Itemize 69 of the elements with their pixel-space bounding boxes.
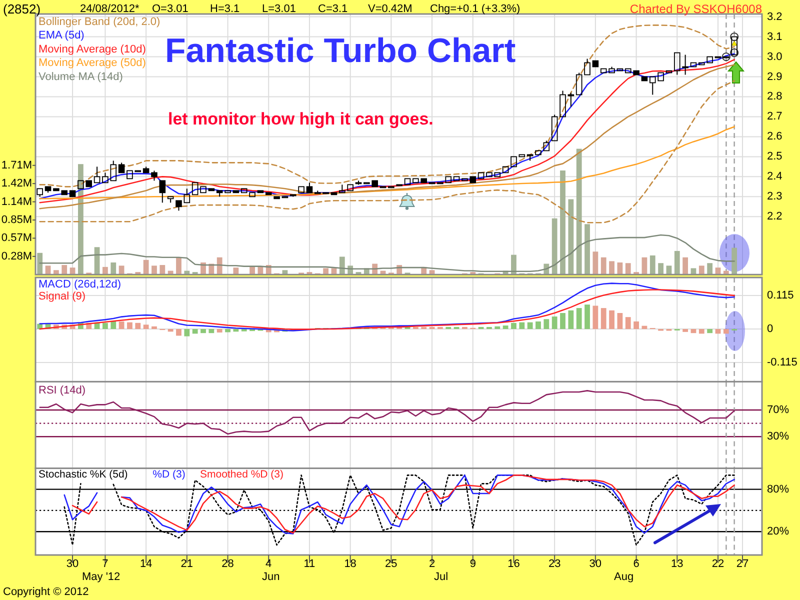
x-tick-label: 6 — [633, 558, 640, 570]
text: May '12 — [82, 571, 120, 583]
x-tick-label: 25 — [385, 558, 398, 570]
x-tick-label: 30 — [589, 558, 602, 570]
annotation: L=3.01 — [262, 3, 296, 15]
y-tick-label: 30% — [767, 430, 790, 443]
y-tick-label: 3.0 — [767, 50, 782, 63]
text: %D (3) — [152, 468, 186, 481]
y-tick-label: 3.2 — [767, 10, 782, 23]
text: Copyright © 2012 — [3, 586, 89, 598]
annotation: 24/08/2012* — [80, 3, 140, 15]
x-tick-label: 30 — [66, 558, 79, 570]
x-tick-label: 9 — [470, 558, 476, 570]
y-tick-label: 2.3 — [767, 190, 782, 203]
y-tick-label: 2.2 — [767, 210, 782, 223]
x-tick-label: 28 — [222, 558, 234, 570]
text: Jul — [434, 571, 448, 583]
x-tick-label: 7 — [102, 558, 108, 570]
x-tick-label: 16 — [508, 558, 520, 570]
y-tick-label: 2.6 — [767, 130, 782, 143]
y-tick-label: 80% — [767, 483, 790, 496]
text: MACD (26d,12d) — [38, 278, 122, 290]
annotation: V=0.42M — [368, 3, 412, 15]
x-tick-label: 14 — [140, 558, 152, 570]
text: Bollinger Band (20d, 2.0) — [38, 16, 160, 28]
x-tick-label: 4 — [266, 558, 272, 570]
x-tick-label: 11 — [304, 558, 316, 570]
y-tick-label: 2.8 — [767, 90, 782, 103]
x-tick-label: 23 — [548, 558, 561, 570]
annotation: C=3.1 — [318, 3, 348, 15]
y-tick-label: 2.5 — [767, 150, 782, 163]
y2-tick-label: 1.42M — [1, 178, 32, 190]
y-tick-label: 70% — [767, 404, 790, 416]
text: Aug — [614, 571, 634, 583]
y-tick-label: 0 — [767, 323, 774, 336]
text: EMA (5d) — [38, 30, 84, 42]
text: Moving Average (50d) — [38, 57, 146, 70]
series-label: RSI (14d) — [38, 384, 86, 397]
y-tick-label: 3.1 — [767, 30, 782, 43]
x-tick-label: 22 — [712, 558, 724, 570]
x-tick-label: 18 — [344, 558, 356, 570]
text: Volume MA (14d) — [38, 70, 123, 83]
y-tick-label: -0.115 — [767, 356, 798, 368]
annotation: O=3.01 — [152, 3, 188, 15]
y2-tick-label: 0.85M — [1, 214, 32, 226]
series-label: Stochastic %K (5d) — [38, 468, 128, 481]
annotation: let monitor how high it can goes. — [168, 110, 434, 128]
y-tick-label: 2.9 — [767, 70, 782, 83]
series-label: Smoothed %D (3) — [200, 468, 284, 481]
x-tick-label: 2 — [428, 558, 436, 570]
y-tick-label: 2.4 — [767, 170, 782, 183]
annotation: Chg=+0.1 (+3.3%) — [430, 3, 520, 15]
y2-tick-label: 0.57M — [1, 232, 32, 244]
series-label: Signal (9) — [38, 290, 86, 303]
y-tick-label: 0.115 — [767, 290, 794, 302]
x-tick-label: 13 — [671, 558, 684, 570]
text: Jun — [262, 571, 280, 583]
text: Fantastic Turbo Chart — [165, 32, 516, 70]
y2-tick-label: 1.14M — [1, 196, 32, 208]
x-tick-label: 27 — [736, 558, 749, 570]
annotation: Charted By SSKOH6008 — [630, 2, 762, 16]
y2-tick-label: 1.71M — [1, 159, 32, 172]
y-tick-label: 2.7 — [767, 110, 782, 123]
x-tick-label: 21 — [180, 558, 194, 570]
annotation: (2852) — [3, 2, 41, 16]
annotation: H=3.1 — [210, 3, 240, 15]
y-tick-label: 20% — [767, 526, 790, 538]
y2-tick-label: 0.28M — [1, 250, 32, 262]
text: Moving Average (10d) — [38, 43, 146, 56]
